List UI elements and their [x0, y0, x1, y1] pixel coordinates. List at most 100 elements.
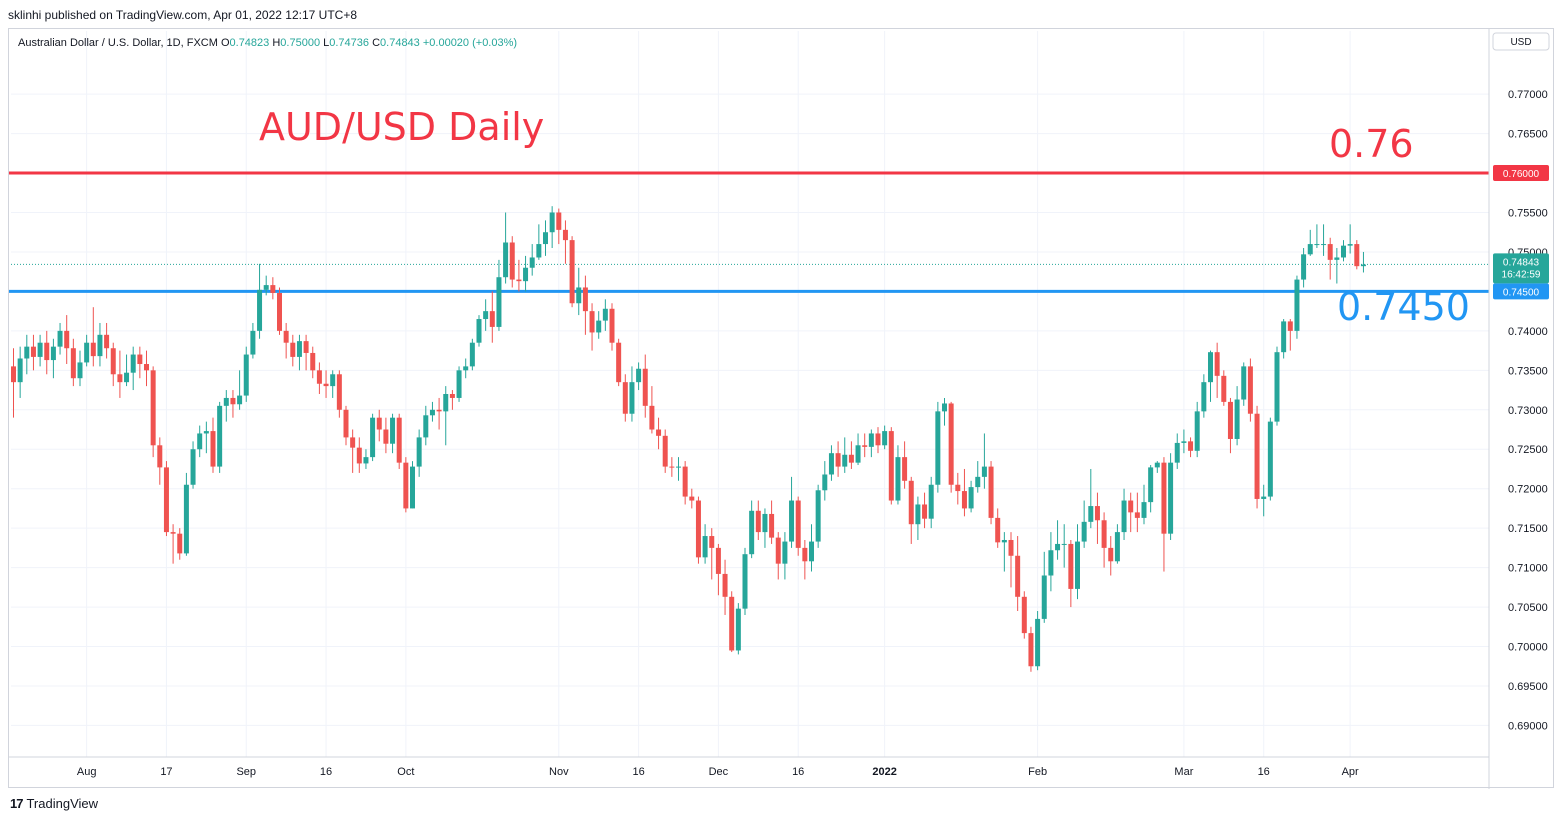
x-tick-label: 16 — [632, 766, 644, 778]
candle-up — [1075, 541, 1080, 589]
x-tick-label: Dec — [709, 766, 729, 778]
candle-down — [1287, 321, 1293, 331]
candle-down — [722, 573, 728, 597]
candle-up — [1174, 442, 1180, 463]
candle-down — [509, 242, 515, 280]
candle-down — [589, 311, 595, 333]
last-price-label: 0.74843 — [1503, 257, 1540, 268]
currency-button[interactable]: USD — [1492, 32, 1550, 51]
y-tick-label: 0.71000 — [1508, 563, 1548, 575]
candle-down — [277, 292, 282, 331]
candle-up — [1081, 521, 1087, 542]
candle-up — [543, 232, 548, 245]
candle-down — [1021, 596, 1027, 634]
candle-up — [1281, 321, 1287, 353]
candle-down — [662, 435, 668, 467]
candle-up — [1055, 543, 1061, 551]
x-tick-label: 16 — [320, 766, 332, 778]
y-tick-label: 0.71500 — [1508, 523, 1548, 535]
tradingview-brand-text: TradingView — [26, 796, 99, 811]
candle-down — [290, 342, 296, 357]
candle-up — [1141, 502, 1147, 518]
currency-button-label: USD — [1510, 37, 1531, 48]
candle-down — [1188, 441, 1194, 451]
candle-up — [423, 415, 429, 438]
footer-brand[interactable]: 17 TradingView — [10, 796, 98, 811]
x-tick-label: 17 — [160, 766, 172, 778]
candle-up — [981, 466, 987, 477]
candle-down — [1221, 375, 1227, 402]
x-tick-label: 2022 — [872, 766, 896, 778]
candle-up — [822, 474, 828, 491]
candle-up — [576, 287, 582, 304]
horizontal-lines — [9, 171, 1489, 293]
candle-down — [616, 342, 622, 383]
candle-down — [902, 457, 908, 481]
candle-up — [84, 342, 90, 363]
candle-up — [1148, 467, 1154, 503]
candle-up — [1041, 575, 1047, 619]
candle-down — [283, 330, 289, 343]
candle-down — [1161, 462, 1167, 534]
chart-frame[interactable]: Australian Dollar / U.S. Dollar, 1D, FXC… — [8, 28, 1555, 789]
candle-up — [1334, 257, 1340, 260]
candle-up — [50, 346, 56, 361]
candle-up — [782, 541, 788, 564]
candle-down — [769, 513, 775, 538]
candle-up — [1241, 366, 1247, 400]
tradingview-logo-icon: 17 — [10, 796, 24, 811]
candle-down — [310, 352, 316, 371]
x-tick-label: 16 — [1258, 766, 1270, 778]
candle-down — [835, 453, 841, 467]
candle-up — [815, 490, 821, 542]
candle-up — [503, 242, 509, 278]
candle-down — [104, 334, 110, 349]
candle-up — [57, 330, 63, 347]
y-tick-label: 0.74000 — [1508, 326, 1548, 338]
y-tick-label: 0.72500 — [1508, 444, 1548, 456]
ohlc-key: H — [272, 37, 280, 49]
candle-up — [330, 374, 336, 387]
candle-down — [383, 429, 389, 444]
ohlc-value: 0.74843 — [380, 37, 423, 49]
candle-up — [868, 433, 874, 447]
candle-up — [37, 342, 43, 357]
candle-down — [303, 341, 309, 353]
candle-down — [709, 536, 715, 548]
candle-down — [556, 212, 562, 230]
x-tick-label: Nov — [549, 766, 569, 778]
support-price-tag — [1493, 283, 1549, 300]
symbol-legend-text: Australian Dollar / U.S. Dollar, 1D, FXC… — [18, 37, 517, 49]
candle-up — [702, 536, 708, 558]
candle-up — [1168, 462, 1174, 534]
candle-down — [90, 342, 96, 357]
candle-up — [429, 409, 435, 416]
candle-down — [356, 447, 362, 464]
candle-up — [1274, 352, 1280, 422]
candle-up — [828, 453, 834, 475]
candle-up — [549, 212, 555, 233]
candle-up — [1061, 543, 1067, 545]
candle-down — [862, 445, 868, 447]
candle-down — [948, 403, 954, 485]
symbol-name[interactable]: Australian Dollar / U.S. Dollar, 1D, FXC… — [18, 37, 221, 49]
y-tick-label: 0.73500 — [1508, 365, 1548, 377]
candle-down — [689, 496, 695, 501]
x-tick-label: Aug — [77, 766, 97, 778]
candle-down — [30, 346, 36, 357]
candle-up — [536, 244, 542, 258]
candle-down — [117, 374, 123, 383]
candle-up — [596, 320, 602, 333]
candle-down — [210, 431, 216, 467]
candle-up — [410, 466, 415, 509]
support-annotation: 0.7450 — [1337, 285, 1470, 329]
candle-up — [842, 454, 848, 467]
y-tick-label: 0.69000 — [1508, 720, 1548, 732]
candle-up — [416, 437, 422, 467]
candlestick-chart[interactable]: Australian Dollar / U.S. Dollar, 1D, FXC… — [9, 29, 1555, 789]
candle-down — [137, 354, 143, 365]
candle-up — [1208, 352, 1213, 383]
candle-down — [316, 370, 322, 384]
candle-down — [1008, 539, 1014, 556]
candle-up — [250, 330, 256, 355]
